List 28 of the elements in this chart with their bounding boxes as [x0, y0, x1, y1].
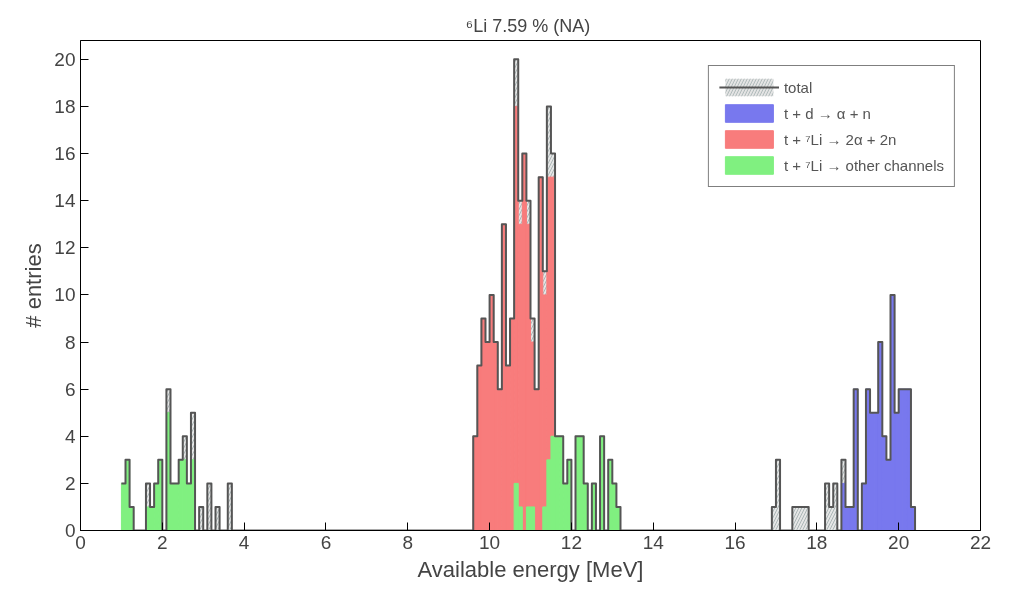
x-tick-label: 4 [238, 531, 250, 553]
chart-title: ⁶Li 7.59 % (NA) [465, 15, 591, 36]
y-tick-label: 12 [54, 237, 76, 259]
y-tick-label: 14 [54, 190, 76, 212]
legend-label: total [783, 78, 813, 96]
x-tick-label: 18 [806, 531, 828, 553]
legend-label: t + ⁷Li → 2α + 2n [783, 130, 897, 148]
y-tick-label: 10 [54, 284, 76, 306]
y-tick-label: 8 [64, 331, 76, 353]
x-tick-label: 22 [969, 531, 992, 553]
y-tick-label: 18 [54, 95, 76, 117]
x-tick-label: 10 [479, 531, 501, 553]
x-tick-label: 8 [402, 531, 414, 553]
y-axis-title: # entries [21, 243, 47, 328]
x-axis-title: Available energy [MeV] [417, 556, 644, 582]
y-tick-label: 6 [64, 378, 76, 400]
y-tick-label: 16 [54, 143, 76, 165]
y-tick-label: 4 [64, 425, 76, 447]
x-tick-label: 6 [320, 531, 332, 553]
x-tick-label: 16 [724, 531, 746, 553]
y-tick-label: 2 [64, 472, 76, 494]
legend-label: t + ⁷Li → other channels [783, 156, 944, 174]
x-tick-label: 12 [560, 531, 582, 553]
x-tick-label: 14 [642, 531, 665, 553]
x-tick-label: 2 [157, 531, 168, 553]
x-tick-label: 20 [888, 531, 910, 553]
y-tick-label: 20 [54, 48, 76, 70]
legend-label: t + d → α + n [783, 104, 871, 122]
